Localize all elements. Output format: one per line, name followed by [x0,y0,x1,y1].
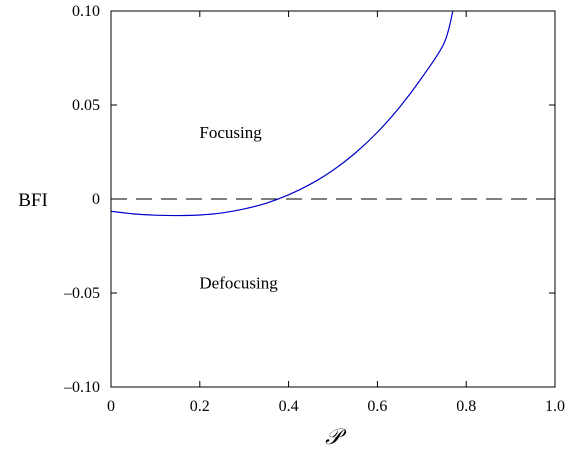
series-line-0 [111,11,454,217]
x-tick-label: 0.6 [367,398,387,415]
x-tick-label: 1.0 [545,398,565,415]
plot-content [111,11,555,217]
y-tick-label: –0.05 [63,285,100,302]
x-tick-label: 0.2 [190,398,210,415]
y-tick-label: 0.05 [72,97,100,114]
y-tick-label: –0.10 [63,379,100,396]
x-axis: 0 0.2 0.4 0.6 0.8 1.0 [107,11,565,415]
x-axis-label: 𝒫 [325,424,347,449]
annotation-defocusing: Defocusing [199,274,278,293]
y-tick-label: 0 [92,191,100,208]
y-axis-label: BFI [18,190,48,211]
x-tick-label: 0 [107,398,115,415]
x-tick-label: 0.4 [279,398,299,415]
annotation-focusing: Focusing [199,123,262,142]
y-tick-label: 0.10 [72,3,100,20]
y-axis: –0.10 –0.05 0 0.05 0.10 [63,3,555,396]
x-tick-label: 0.8 [456,398,476,415]
